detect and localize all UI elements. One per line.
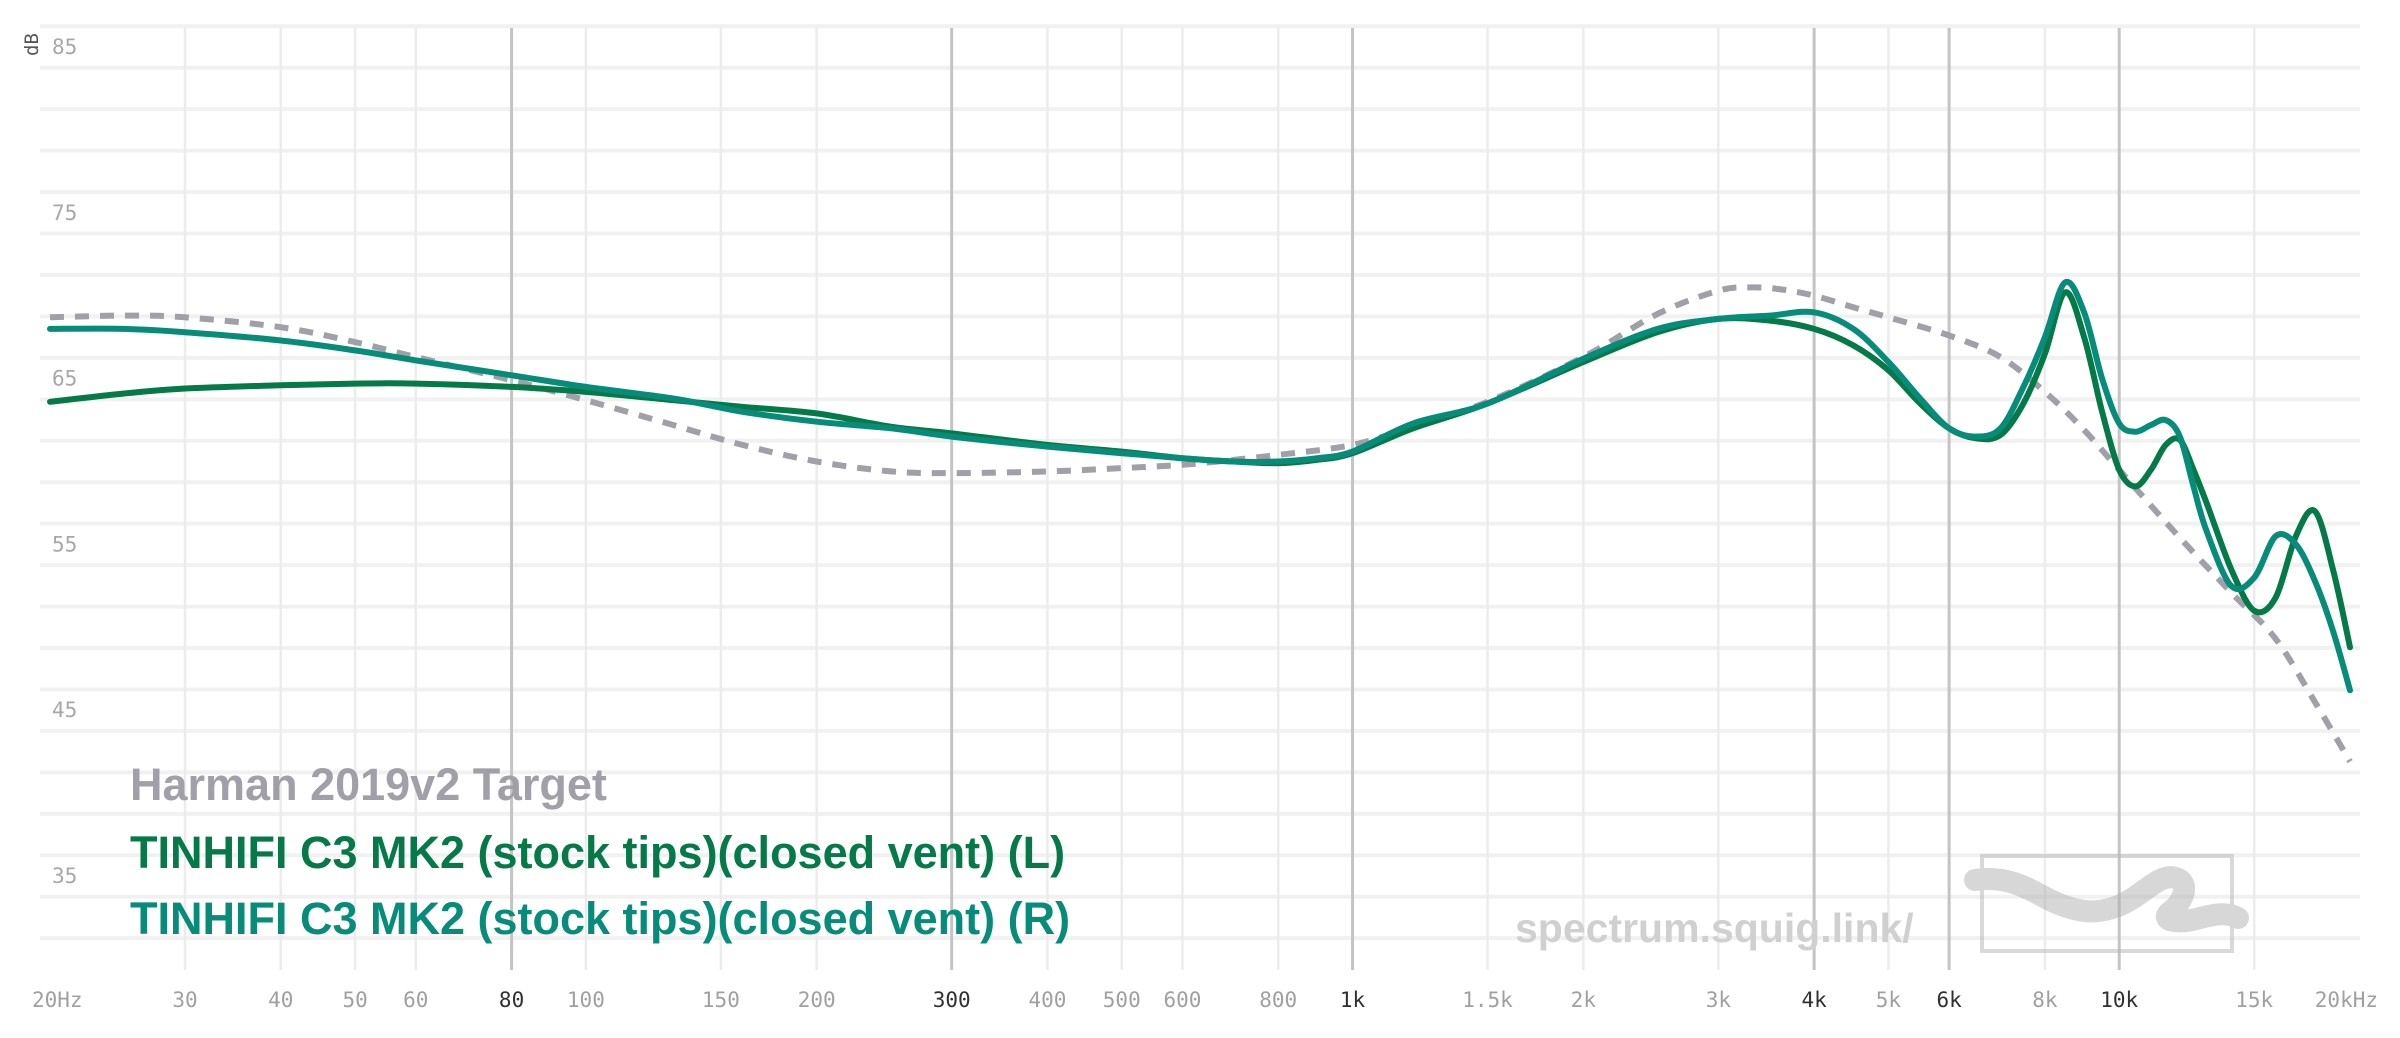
legend-entry-target[interactable]: Harman 2019v2 Target bbox=[130, 759, 607, 810]
x-tick-label: 500 bbox=[1103, 988, 1141, 1012]
x-tick-label: 4k bbox=[1801, 988, 1827, 1012]
vertical-grid bbox=[183, 28, 2256, 970]
watermark: spectrum.squig.link/ bbox=[1515, 854, 2249, 953]
x-tick-label: 1k bbox=[1340, 988, 1366, 1012]
x-axis-ticks: 20Hz 30 40 50 60 80 100 150 200 300 400 500 600 800 1k… bbox=[32, 988, 2378, 1012]
x-tick-label: 300 bbox=[933, 988, 971, 1012]
legend-entry-left[interactable]: TINHIFI C3 MK2 (stock tips)(closed vent)… bbox=[130, 827, 1065, 878]
right-channel-curve bbox=[47, 278, 2353, 694]
x-tick-label: 30 bbox=[172, 988, 197, 1012]
x-tick-label: 200 bbox=[798, 988, 836, 1012]
x-tick-label: 150 bbox=[702, 988, 740, 1012]
left-channel-curve bbox=[47, 289, 2353, 651]
y-tick-label: 35 bbox=[52, 864, 77, 888]
x-tick-label: 10k bbox=[2100, 988, 2138, 1012]
x-tick-label: 5k bbox=[1876, 988, 1902, 1012]
x-tick-label: 8k bbox=[2032, 988, 2058, 1012]
x-tick-label: 20kHz bbox=[2315, 988, 2378, 1012]
x-tick-label: 50 bbox=[342, 988, 367, 1012]
horizontal-grid bbox=[40, 24, 2360, 941]
x-tick-label: 800 bbox=[1259, 988, 1297, 1012]
x-tick-label: 40 bbox=[268, 988, 293, 1012]
y-tick-label: 45 bbox=[52, 698, 77, 722]
x-tick-label: 400 bbox=[1028, 988, 1066, 1012]
x-tick-label: 600 bbox=[1163, 988, 1201, 1012]
legend-entry-right[interactable]: TINHIFI C3 MK2 (stock tips)(closed vent)… bbox=[130, 893, 1070, 944]
x-tick-label: 15k bbox=[2235, 988, 2273, 1012]
y-tick-label: 55 bbox=[52, 532, 77, 556]
y-tick-label: 75 bbox=[52, 201, 77, 225]
x-tick-label: 60 bbox=[403, 988, 428, 1012]
watermark-text: spectrum.squig.link/ bbox=[1515, 905, 1914, 951]
x-tick-label: 100 bbox=[567, 988, 605, 1012]
squiglink-logo bbox=[1964, 854, 2249, 953]
x-tick-label: 6k bbox=[1936, 988, 1962, 1012]
x-tick-label: 2k bbox=[1571, 988, 1597, 1012]
x-tick-label: 3k bbox=[1706, 988, 1732, 1012]
x-tick-label: 20Hz bbox=[32, 988, 83, 1012]
y-tick-label: 85 bbox=[52, 35, 77, 59]
x-tick-label: 1.5k bbox=[1462, 988, 1513, 1012]
legend: Harman 2019v2 Target TINHIFI C3 MK2 (sto… bbox=[130, 759, 1070, 944]
y-axis-ticks: 85 75 65 55 45 35 bbox=[52, 35, 77, 888]
series-layer bbox=[47, 278, 2353, 764]
y-axis-unit: dB bbox=[21, 33, 43, 56]
y-tick-label: 65 bbox=[52, 367, 77, 391]
x-tick-label: 80 bbox=[499, 988, 524, 1012]
